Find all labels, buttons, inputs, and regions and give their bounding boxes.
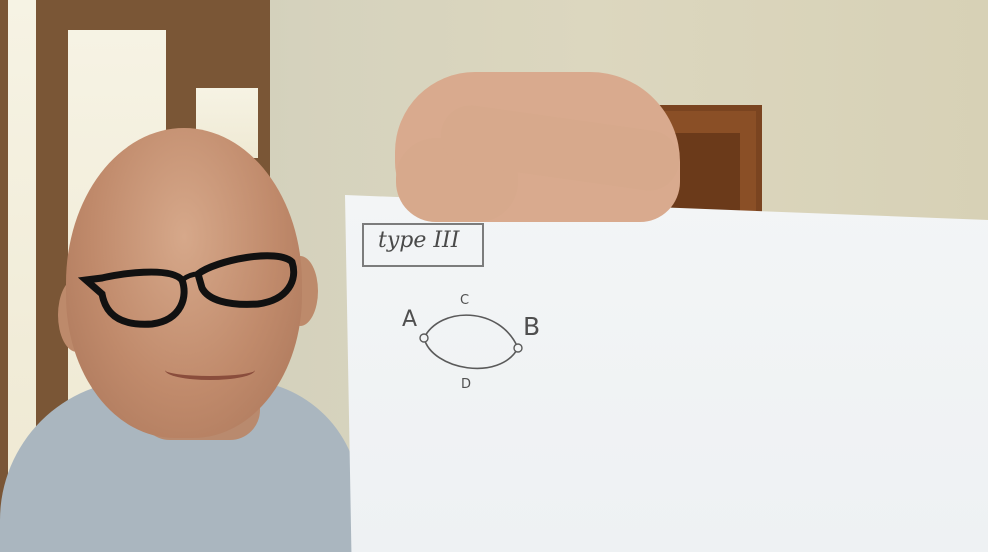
node-b-circle: [513, 343, 523, 353]
glasses-icon: [78, 252, 298, 328]
node-label-a: A: [402, 307, 418, 332]
paper-sheet: [345, 195, 988, 552]
node-label-b: B: [523, 312, 541, 341]
mouth: [165, 360, 255, 380]
upper-arc: [423, 314, 519, 349]
node-a-circle: [419, 333, 429, 343]
window-pane: [8, 0, 36, 500]
node-label-d: D: [461, 377, 472, 392]
node-label-c: C: [460, 293, 470, 308]
type-label-box: [362, 223, 484, 267]
lower-arc: [423, 337, 519, 370]
type-label: type III: [378, 228, 460, 253]
